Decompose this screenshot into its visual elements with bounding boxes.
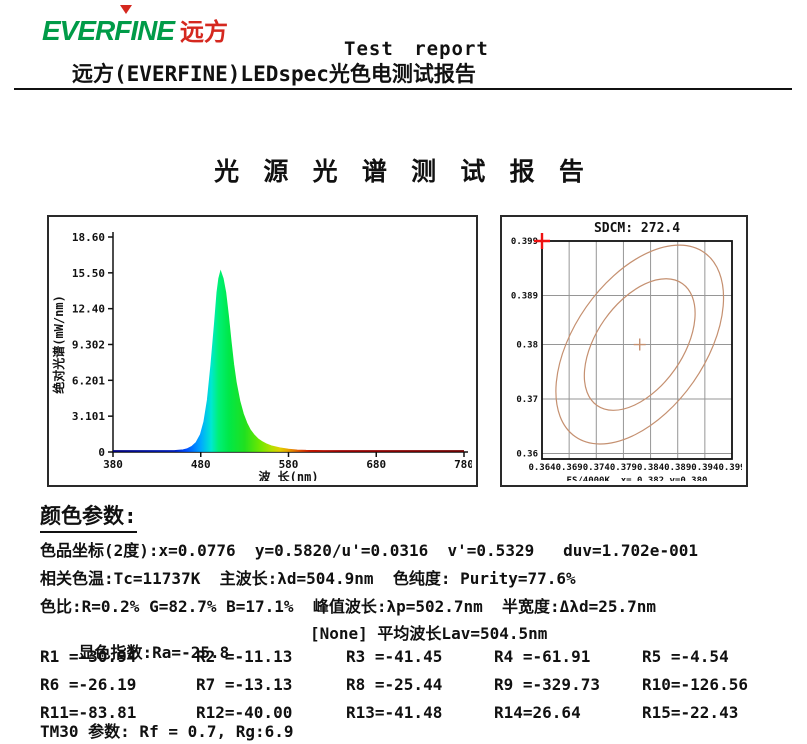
r-value-cell: R9 =-329.73 — [494, 675, 600, 694]
y-tick-label: 0.38 — [516, 341, 538, 351]
logo-triangle-icon — [120, 5, 132, 14]
r-value-cell: R6 =-26.19 — [40, 675, 137, 694]
sdcm-plot-border — [541, 240, 733, 460]
r-value-cell: R11=-83.81 — [40, 703, 137, 722]
y-tick-label: 0.389 — [511, 292, 538, 302]
sdcm-chart: 0.3640.3690.3740.3790.3840.3890.3940.399… — [511, 221, 742, 481]
spectrum-chart: 0 3.101 6.201 9.302 12.40 15.50 18.60 380 480 580… — [51, 231, 472, 481]
x-tick-label: 680 — [366, 458, 386, 471]
color-params-heading: 颜色参数: — [40, 500, 137, 533]
chromaticity-coords-line: 色品坐标(2度):x=0.0776 y=0.5820/u'=0.0316 v'=… — [40, 541, 698, 560]
r-value-cell: R15=-22.43 — [642, 703, 739, 722]
x-tick-label: 0.389 — [664, 463, 691, 473]
spectrum-chart-box: 0 3.101 6.201 9.302 12.40 15.50 18.60 380 480 580… — [47, 215, 478, 487]
page-title: 光 源 光 谱 测 试 报 告 — [214, 159, 593, 186]
measured-point-marker — [534, 233, 550, 249]
header-divider — [14, 88, 792, 90]
ra-value: 显色指数:Ra=-25.8 — [78, 643, 230, 662]
x-tick-label: 0.399 — [718, 463, 742, 473]
logo-everfine-text: EVERFINE — [42, 15, 175, 46]
x-tick-label: 0.369 — [556, 463, 583, 473]
sdcm-tolerance-ellipse — [583, 278, 696, 411]
r-value-cell: R7 =-13.13 — [196, 675, 293, 694]
r-value-cell: R4 =-61.91 — [494, 647, 591, 666]
x-tick-label: 0.384 — [637, 463, 665, 473]
x-tick-label: 480 — [191, 458, 211, 471]
tm30-line: TM30 参数: Rf = 0.7, Rg:6.9 — [40, 722, 294, 741]
color-ratio-peak-line: 色比:R=0.2% G=82.7% B=17.1% 峰值波长:λp=502.7n… — [40, 597, 657, 616]
cri-r-values-table: R1 =-30.94 R2 =-11.13 R3 =-41.45 R4 =-61… — [40, 647, 748, 722]
r-value-cell: R1 =-30.94 — [40, 647, 137, 666]
cct-dominant-purity-line: 相关色温:Tc=11737K 主波长:λd=504.9nm 色纯度: Purit… — [40, 569, 576, 588]
y-tick-label: 9.302 — [72, 338, 105, 351]
logo-yuanfang-text: 远方 — [180, 19, 229, 46]
y-tick-label: 6.201 — [72, 374, 105, 387]
y-tick-label: 0 — [98, 446, 105, 459]
y-tick-label: 0.399 — [511, 237, 538, 247]
target-cross-marker — [633, 338, 646, 351]
sdcm-chart-box: 0.3640.3690.3740.3790.3840.3890.3940.399… — [500, 215, 748, 487]
cri-avg-wavelength-line: 显色指数:Ra=-25.8 [None] 平均波长Lav=504.5nm — [40, 620, 548, 701]
x-axis-label: 波 长(nm) — [258, 469, 318, 481]
x-tick-label: 380 — [103, 458, 123, 471]
sdcm-tolerance-ellipse — [555, 244, 725, 445]
y-tick-label: 15.50 — [72, 267, 105, 280]
y-tick-label: 3.101 — [72, 410, 105, 423]
report-subtitle: 远方(EVERFINE)LEDspec光色电测试报告 — [72, 62, 476, 86]
y-axis-label: 绝对光谱(mW/nm) — [51, 295, 66, 394]
x-tick-label: 580 — [279, 458, 299, 471]
r-value-cell: R13=-41.48 — [346, 703, 443, 722]
r-value-cell: R12=-40.00 — [196, 703, 293, 722]
y-tick-label: 18.60 — [72, 231, 105, 244]
x-tick-label: 0.379 — [610, 463, 637, 473]
everfine-logo: EVERFINE 远方 — [42, 5, 229, 47]
r-value-cell: R10=-126.56 — [642, 675, 748, 694]
sdcm-footer-label: ES/4000K, x= 0.382 y=0.380 — [567, 476, 708, 481]
spectrum-axes — [112, 232, 468, 453]
x-tick-label: 780 — [454, 458, 472, 471]
r-value-cell: R14=26.64 — [494, 703, 581, 722]
y-tick-label: 0.36 — [516, 450, 538, 460]
r-value-cell: R5 =-4.54 — [642, 647, 729, 666]
x-tick-label: 0.374 — [583, 463, 611, 473]
y-tick-label: 12.40 — [72, 303, 105, 316]
r-value-cell: R8 =-25.44 — [346, 675, 443, 694]
x-tick-label: 0.364 — [528, 463, 556, 473]
sdcm-title: SDCM: 272.4 — [594, 221, 680, 236]
spectrum-curve — [113, 269, 464, 452]
r-value-cell: R2 =-11.13 — [196, 647, 293, 666]
r-value-cell: R3 =-41.45 — [346, 647, 443, 666]
y-tick-label: 0.37 — [516, 395, 538, 405]
avg-wavelength-value: [None] 平均波长Lav=504.5nm — [310, 624, 548, 643]
x-tick-label: 0.394 — [691, 463, 719, 473]
test-report-label: Test report — [344, 38, 489, 60]
